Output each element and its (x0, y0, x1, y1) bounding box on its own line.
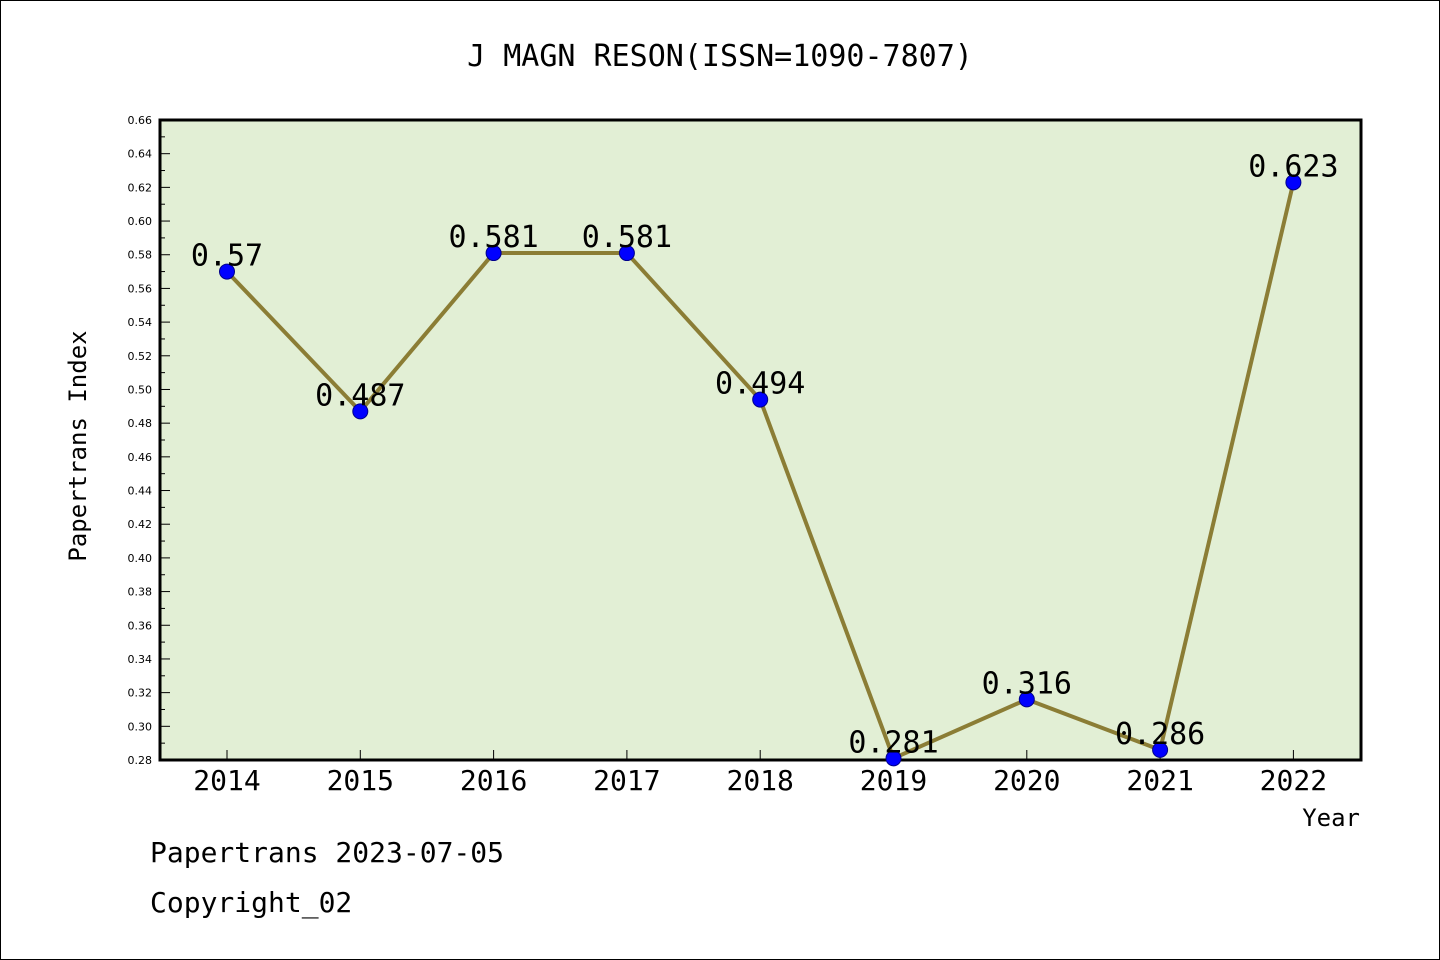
data-point (352, 403, 369, 420)
data-point (1152, 741, 1169, 758)
y-tick-label: 0.28 (128, 754, 153, 767)
x-axis-label: Year (1302, 804, 1360, 832)
y-tick-label: 0.36 (128, 619, 153, 632)
x-tick-label: 2017 (593, 764, 660, 797)
data-point (752, 391, 769, 408)
y-tick-label: 0.50 (128, 383, 153, 396)
data-point (885, 750, 902, 767)
x-tick-label: 2016 (460, 764, 527, 797)
y-tick-label: 0.60 (128, 215, 153, 228)
x-tick-label: 2021 (1126, 764, 1193, 797)
y-tick-label: 0.58 (128, 249, 153, 262)
y-tick-label: 0.34 (128, 653, 153, 666)
data-point (618, 245, 635, 262)
y-tick-label: 0.40 (128, 552, 153, 565)
data-label: 0.494 (715, 367, 805, 402)
x-tick-label: 2019 (860, 764, 927, 797)
y-tick-label: 0.46 (128, 451, 153, 464)
x-tick-label: 2014 (193, 764, 260, 797)
data-label: 0.581 (448, 220, 538, 255)
data-label: 0.281 (848, 725, 938, 760)
y-tick-label: 0.42 (128, 518, 153, 531)
y-tick-label: 0.48 (128, 417, 153, 430)
plot-area (160, 120, 1361, 760)
x-tick-label: 2018 (726, 764, 793, 797)
y-tick-label: 0.30 (128, 720, 153, 733)
footer-copyright: Copyright_02 (150, 886, 353, 919)
data-label: 0.316 (982, 666, 1072, 701)
footer-date: Papertrans 2023-07-05 (150, 836, 505, 869)
y-tick-label: 0.44 (128, 485, 153, 498)
x-tick-label: 2015 (327, 764, 394, 797)
y-tick-label: 0.64 (128, 148, 153, 161)
y-tick-label: 0.38 (128, 586, 153, 599)
data-label: 0.57 (191, 239, 263, 274)
x-tick-label: 2020 (993, 764, 1060, 797)
data-point (1285, 174, 1302, 191)
data-label: 0.286 (1115, 717, 1205, 752)
y-tick-label: 0.52 (128, 350, 153, 363)
data-label: 0.487 (315, 378, 405, 413)
data-point (219, 263, 235, 280)
y-tick-label: 0.54 (128, 316, 153, 329)
y-tick-label: 0.32 (128, 687, 153, 700)
data-label: 0.581 (582, 220, 672, 255)
data-label: 0.623 (1248, 149, 1338, 184)
y-tick-label: 0.62 (128, 181, 153, 194)
y-axis-label: Papertrans Index (64, 330, 92, 561)
chart-title: J MAGN RESON(ISSN=1090-7807) (467, 39, 973, 74)
data-point (1018, 691, 1035, 708)
y-tick-label: 0.56 (128, 282, 153, 295)
data-point (485, 245, 502, 262)
y-tick-label: 0.66 (128, 114, 153, 127)
x-tick-label: 2022 (1260, 764, 1327, 797)
